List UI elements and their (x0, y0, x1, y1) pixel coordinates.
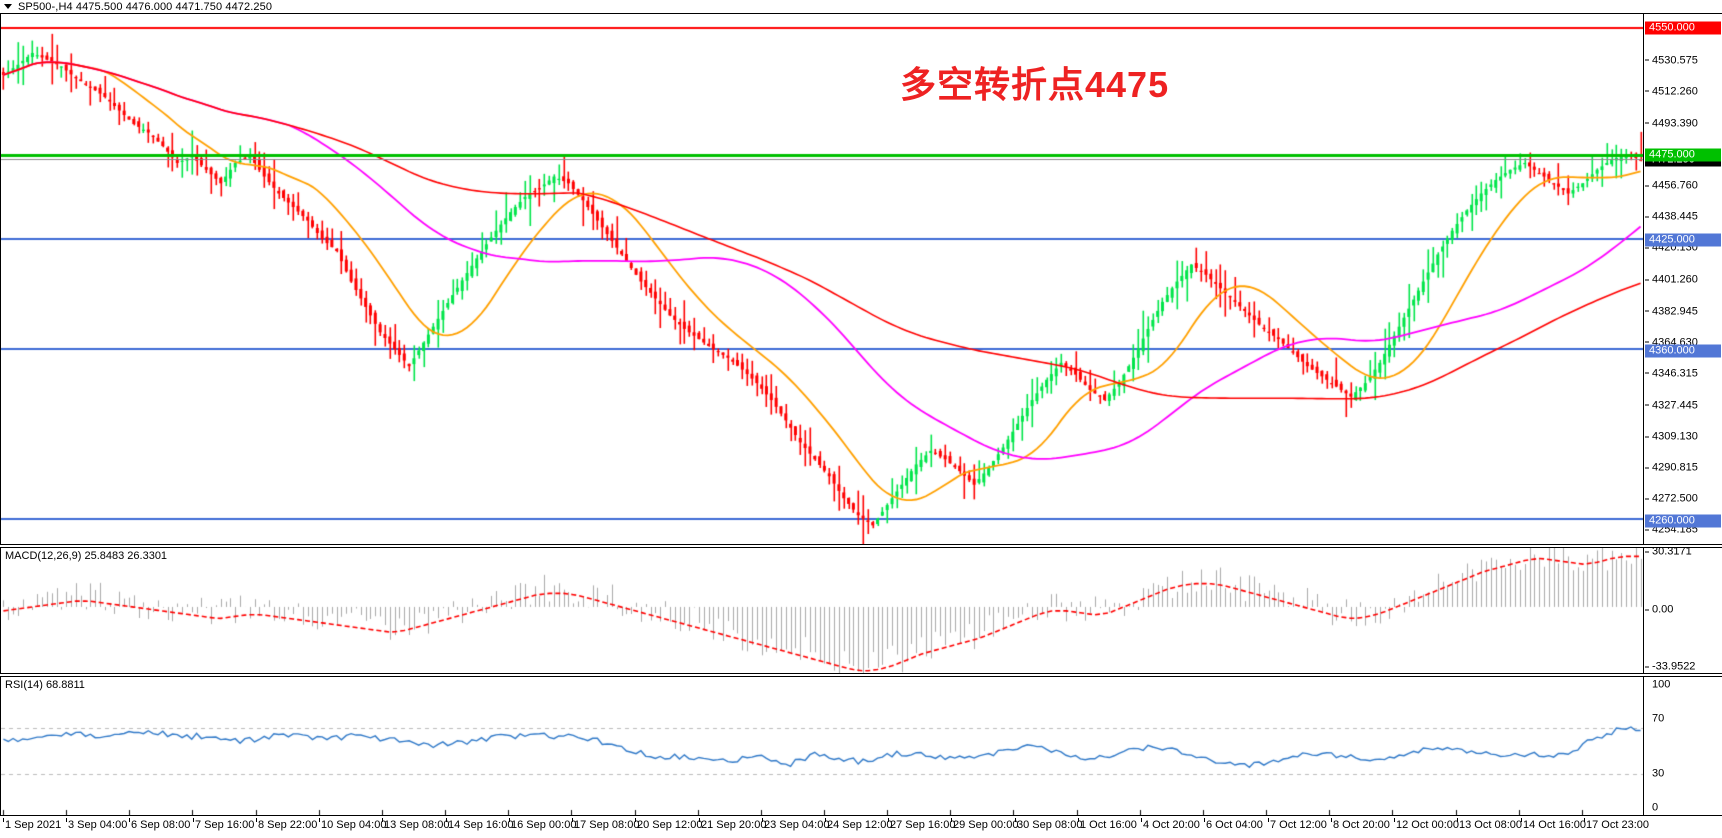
time-axis-label: 17 Sep 08:00 (574, 819, 640, 831)
time-axis-label: 3 Sep 04:00 (68, 819, 128, 831)
price-tick-label: 4290.815 (1644, 462, 1722, 475)
time-tick (888, 818, 889, 822)
time-axis[interactable]: 1 Sep 2021 3 Sep 04:00 6 Sep 08:00 7 Sep 16… (0, 818, 1722, 838)
price-tick-label: 4512.260 (1644, 85, 1722, 98)
time-axis-label: 20 Sep 12:00 (637, 819, 703, 831)
price-pane[interactable] (0, 13, 1644, 545)
time-tick (319, 818, 320, 822)
time-tick (509, 818, 510, 822)
caret-down-icon[interactable] (4, 4, 12, 9)
level-badge-4260-000[interactable]: 4260.000 (1645, 514, 1721, 527)
time-tick (446, 818, 447, 822)
level-badge-4475-000[interactable]: 4475.000 (1645, 148, 1721, 162)
time-tick (1268, 818, 1269, 822)
macd-scale[interactable]: 30.3171 0.00 -33.9522 (1644, 546, 1722, 674)
time-axis-label: 4 Oct 20:00 (1143, 819, 1200, 831)
time-tick (1457, 818, 1458, 822)
time-tick (762, 818, 763, 822)
time-tick (1521, 818, 1522, 822)
time-axis-label: 8 Sep 22:00 (258, 819, 318, 831)
time-tick (1015, 818, 1016, 822)
rsi-label: RSI(14) 68.8811 (5, 679, 85, 691)
time-axis-label: 1 Oct 16:00 (1080, 819, 1137, 831)
time-axis-label: 30 Sep 08:00 (1017, 819, 1083, 831)
rsi-pane[interactable]: RSI(14) 68.8811 (0, 676, 1644, 816)
time-tick (1331, 818, 1332, 822)
time-tick (951, 818, 952, 822)
price-tick-label: 4438.445 (1644, 211, 1722, 224)
time-tick (635, 818, 636, 822)
time-axis-label: 14 Oct 16:00 (1523, 819, 1586, 831)
price-tick-label: 4272.500 (1644, 493, 1722, 506)
time-axis-label: 12 Oct 00:00 (1396, 819, 1459, 831)
level-badge-4360-000[interactable]: 4360.000 (1645, 344, 1721, 358)
time-tick (129, 818, 130, 822)
time-tick (1394, 818, 1395, 822)
price-tick-label: 4456.760 (1644, 180, 1722, 193)
price-tick-label: 4401.260 (1644, 274, 1722, 287)
rsi-scale[interactable]: 100 70 30 0 (1644, 676, 1722, 816)
time-tick (1078, 818, 1079, 822)
price-tick-label: 4493.390 (1644, 117, 1722, 130)
time-axis-label: 7 Sep 16:00 (195, 819, 255, 831)
rsi-tick-label: 70 (1652, 712, 1665, 725)
price-scale[interactable]: 4530.575 4512.260 4493.390 4456.760 4438.445… (1644, 13, 1722, 545)
time-axis-label: 23 Sep 04:00 (764, 819, 830, 831)
time-axis-label: 27 Sep 16:00 (890, 819, 956, 831)
time-tick (1584, 818, 1585, 822)
rsi-tick-label: 100 (1652, 678, 1671, 691)
chart-header: SP500-,H4 4475.500 4476.000 4471.750 447… (0, 0, 1722, 13)
time-tick (825, 818, 826, 822)
price-tick-label: 4382.945 (1644, 305, 1722, 318)
time-tick (3, 818, 4, 822)
time-tick (256, 818, 257, 822)
macd-pane[interactable]: MACD(12,26,9) 25.8483 26.3301 (0, 547, 1644, 674)
level-badge-4425-000[interactable]: 4425.000 (1645, 233, 1721, 247)
time-tick (1141, 818, 1142, 822)
macd-tick-label: -33.9522 (1644, 661, 1722, 674)
time-axis-label: 29 Sep 00:00 (953, 819, 1019, 831)
time-axis-label: 14 Sep 16:00 (448, 819, 514, 831)
time-axis-label: 17 Oct 23:00 (1586, 819, 1649, 831)
price-tick-label: 4327.445 (1644, 399, 1722, 412)
price-tick-label: 4309.130 (1644, 430, 1722, 443)
time-axis-label: 13 Oct 08:00 (1459, 819, 1522, 831)
macd-label: MACD(12,26,9) 25.8483 26.3301 (5, 550, 168, 562)
time-axis-label: 10 Sep 04:00 (321, 819, 387, 831)
time-tick (699, 818, 700, 822)
rsi-tick-label: 0 (1652, 801, 1659, 814)
price-tick-label: 4530.575 (1644, 54, 1722, 67)
time-axis-label: 21 Sep 20:00 (701, 819, 767, 831)
time-axis-label: 24 Sep 12:00 (827, 819, 893, 831)
time-axis-label: 8 Oct 20:00 (1333, 819, 1390, 831)
time-axis-label: 16 Sep 00:00 (511, 819, 577, 831)
time-axis-label: 7 Oct 12:00 (1270, 819, 1327, 831)
price-candlestick-plot[interactable] (1, 14, 1643, 544)
time-tick (572, 818, 573, 822)
rsi-plot[interactable] (1, 677, 1643, 815)
macd-plot[interactable] (1, 548, 1643, 673)
time-tick (193, 818, 194, 822)
symbol-ohlc-label: SP500-,H4 4475.500 4476.000 4471.750 447… (18, 0, 273, 13)
rsi-tick-label: 30 (1652, 767, 1665, 780)
macd-tick-label: 0.00 (1644, 604, 1722, 617)
time-axis-label: 6 Oct 04:00 (1206, 819, 1263, 831)
time-tick (1204, 818, 1205, 822)
time-axis-label: 6 Sep 08:00 (131, 819, 191, 831)
macd-tick-label: 30.3171 (1644, 546, 1722, 559)
time-axis-label: 1 Sep 2021 (5, 819, 62, 831)
time-tick (382, 818, 383, 822)
chart-annotation-text: 多空转折点4475 (900, 64, 1170, 105)
price-tick-label: 4346.315 (1644, 367, 1722, 380)
time-tick (66, 818, 67, 822)
level-badge-4550-000[interactable]: 4550.000 (1645, 21, 1721, 35)
time-axis-label: 13 Sep 08:00 (384, 819, 450, 831)
